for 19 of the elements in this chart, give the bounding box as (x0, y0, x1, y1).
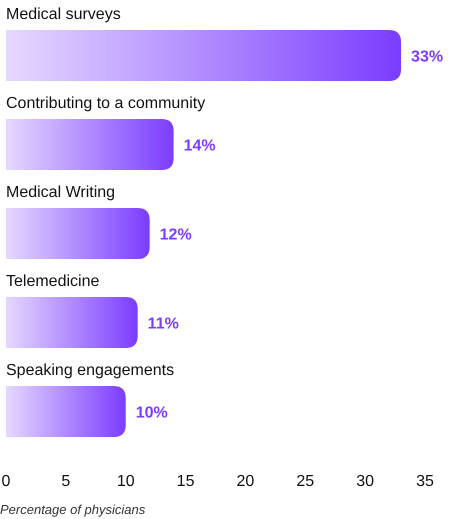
data-label: 14% (184, 138, 216, 154)
y-tick-label: Contributing to a community (6, 95, 206, 112)
data-label: 11% (148, 316, 179, 332)
x-tick-label: 5 (61, 473, 70, 490)
y-tick-label: Medical Writing (6, 184, 116, 201)
x-axis-title: Percentage of physicians (0, 502, 146, 517)
y-tick-label: Medical surveys (6, 6, 121, 23)
x-tick-label: 15 (176, 473, 195, 490)
y-tick-label: Speaking engagements (6, 362, 174, 379)
x-tick-label: 10 (116, 473, 135, 490)
x-tick-label: 30 (356, 473, 374, 490)
y-tick-label: Telemedicine (6, 273, 100, 290)
data-label: 12% (160, 226, 192, 244)
x-tick-label: 35 (416, 473, 434, 490)
x-tick-label: 25 (296, 473, 314, 490)
data-label: 33% (411, 48, 444, 66)
x-tick-label: 0 (2, 473, 11, 490)
x-tick-label: 20 (236, 473, 254, 490)
data-label: 10% (136, 404, 168, 422)
